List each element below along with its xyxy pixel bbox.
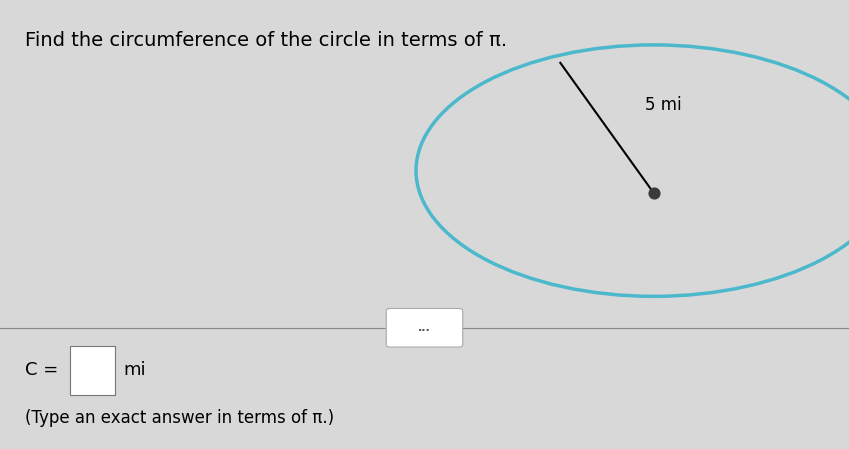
Text: mi: mi	[123, 361, 146, 379]
FancyBboxPatch shape	[386, 308, 463, 347]
Text: C =: C =	[25, 361, 65, 379]
Text: ...: ...	[418, 323, 431, 333]
Point	[647, 189, 661, 197]
FancyBboxPatch shape	[70, 346, 115, 395]
Text: Find the circumference of the circle in terms of π.: Find the circumference of the circle in …	[25, 31, 508, 50]
Text: 5 mi: 5 mi	[645, 97, 682, 114]
Text: (Type an exact answer in terms of π.): (Type an exact answer in terms of π.)	[25, 409, 335, 427]
